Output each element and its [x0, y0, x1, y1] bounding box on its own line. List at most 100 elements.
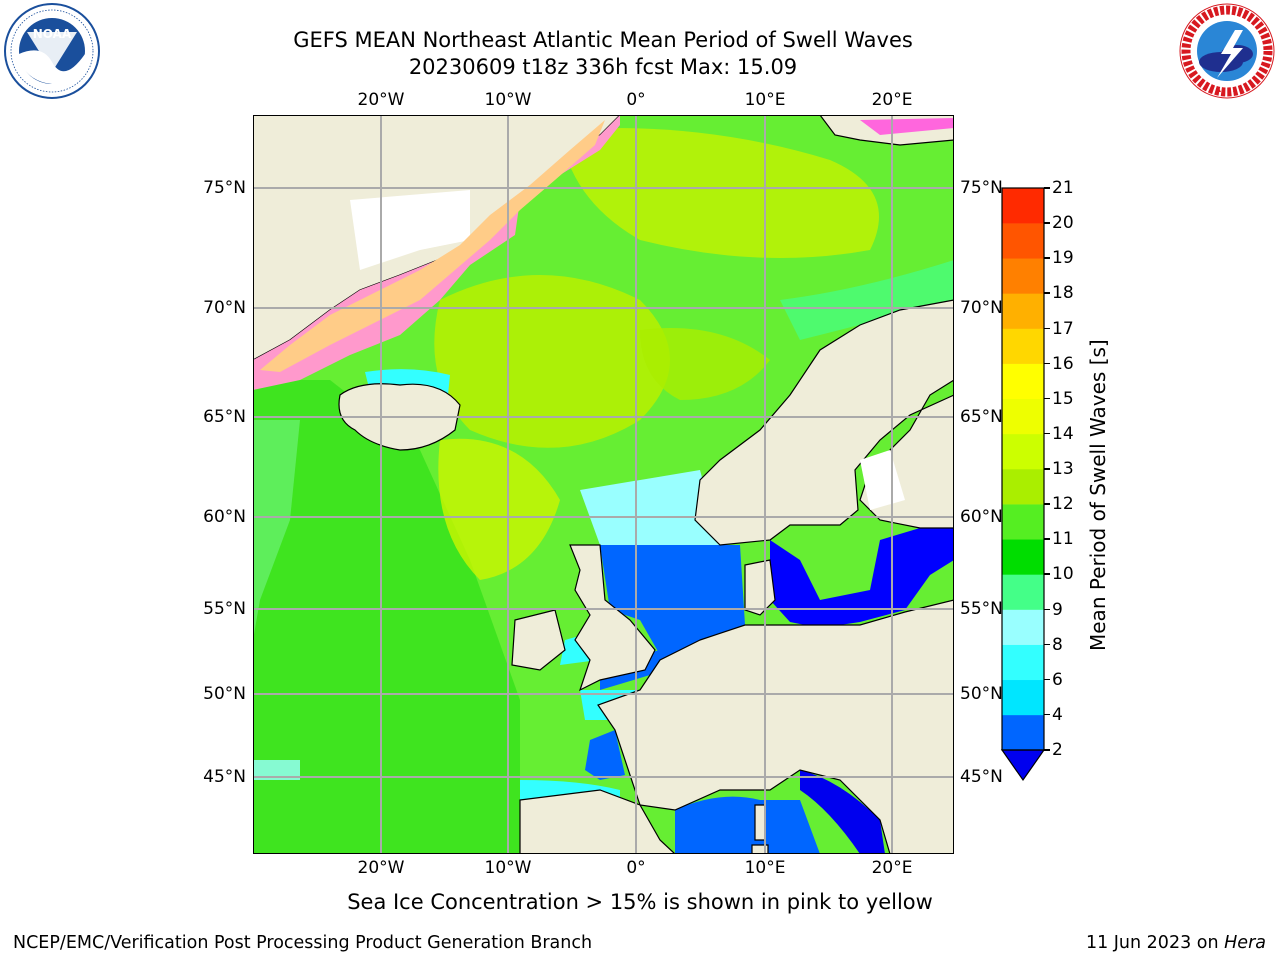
colorbar-tick-mark	[1044, 432, 1050, 435]
colorbar-tick-label: 10	[1052, 564, 1074, 585]
colorbar-tick-label: 17	[1052, 318, 1074, 339]
colorbar-under-triangle	[1000, 749, 1046, 782]
colorbar-tick-label: 11	[1052, 529, 1074, 550]
colorbar-tick-label: 6	[1052, 669, 1063, 690]
colorbar-bin	[1002, 398, 1044, 435]
nws-logo	[1179, 3, 1275, 99]
land-britain	[569, 544, 656, 692]
lat-tick-right-50: 50°N	[960, 684, 1003, 704]
ocean-zone-west	[253, 380, 520, 854]
ocean-zone-yellow-2	[560, 128, 879, 258]
lat-tick-left-75: 75°N	[203, 178, 246, 198]
footer-date: 11 Jun 2023 on Hera	[1086, 932, 1266, 954]
colorbar-tick-mark	[1044, 749, 1050, 751]
lat-tick-right-60: 60°N	[960, 507, 1003, 527]
colorbar-tick-label: 2	[1052, 740, 1063, 760]
colorbar-label: Mean Period of Swell Waves [s]	[1086, 339, 1110, 651]
colorbar-tick-mark	[1044, 538, 1050, 540]
lat-tick-right-70: 70°N	[960, 298, 1003, 318]
lon-tick-bottom-3: 0°	[626, 858, 646, 878]
ocean-zone-yellow-3	[438, 438, 560, 580]
lon-tick-top-1: 20°W	[357, 90, 405, 110]
colorbar-tick-label: 14	[1052, 423, 1074, 444]
colorbar-tick-label: 15	[1052, 388, 1074, 409]
ocean-zone-lightgreen-1	[253, 420, 300, 640]
colorbar-tick-mark	[1044, 187, 1050, 189]
lon-tick-top-3: 0°	[626, 90, 646, 110]
lat-tick-left-60: 60°N	[203, 507, 246, 527]
land-ireland	[511, 609, 566, 671]
colorbar-bin	[1002, 469, 1044, 505]
swell-period-map	[253, 115, 954, 854]
ocean-zone-yellow-1	[434, 275, 670, 448]
colorbar-bin	[1002, 574, 1044, 610]
ocean-zone-baltic	[770, 528, 954, 628]
ocean-zone-cyan-4	[253, 760, 300, 780]
colorbar-tick-label: 18	[1052, 283, 1074, 304]
colorbar-tick-label: 20	[1052, 213, 1074, 234]
colorbar-bin	[1002, 539, 1044, 575]
colorbar-tick-mark	[1044, 257, 1050, 259]
colorbar-tick-mark	[1044, 468, 1050, 470]
lat-tick-right-75: 75°N	[960, 178, 1003, 198]
noaa-logo: NOAA	[4, 3, 100, 99]
colorbar-tick-mark	[1044, 292, 1050, 294]
colorbar-tick-mark	[1044, 222, 1050, 224]
colorbar-bin	[1002, 328, 1044, 364]
colorbar-tick-label: 8	[1052, 634, 1063, 655]
graticule	[253, 115, 954, 854]
colorbar-tick-label: 12	[1052, 494, 1074, 515]
colorbar-bin	[1002, 188, 1044, 224]
colorbar-bin	[1002, 679, 1044, 716]
lat-tick-left-65: 65°N	[203, 407, 246, 427]
colorbar-tick-mark	[1044, 713, 1050, 716]
colorbar	[1000, 187, 1046, 782]
lon-tick-top-4: 10°E	[744, 90, 786, 110]
colorbar-bin	[1002, 714, 1044, 751]
colorbar-tick-label: 13	[1052, 459, 1074, 479]
lon-tick-top-5: 20°E	[871, 90, 913, 110]
ice-nodata-baltic	[860, 450, 905, 510]
colorbar-tick-label: 16	[1052, 353, 1074, 374]
lat-tick-left-50: 50°N	[203, 684, 246, 704]
ocean-zone-yellow-4	[640, 328, 770, 400]
footer-machine: Hera	[1224, 933, 1266, 953]
ocean-zone-lightgreen-2	[780, 260, 954, 340]
lat-tick-left-45: 45°N	[203, 767, 246, 787]
lon-tick-bottom-4: 10°E	[744, 858, 786, 878]
land-continent	[597, 599, 954, 854]
colorbar-tick-mark	[1044, 362, 1050, 365]
lat-tick-right-55: 55°N	[960, 599, 1003, 619]
colorbar-tick-mark	[1044, 643, 1050, 646]
colorbar-tick-label: 4	[1052, 704, 1063, 725]
sea-ice-footnote: Sea Ice Concentration > 15% is shown in …	[347, 890, 933, 914]
colorbar-tick-mark	[1044, 678, 1050, 681]
lon-tick-bottom-2: 10°W	[484, 858, 532, 878]
colorbar-bin	[1002, 609, 1044, 645]
map-title-line2: 20230609 t18z 336h fcst Max: 15.09	[408, 55, 798, 79]
colorbar-tick-mark	[1044, 327, 1050, 329]
colorbar-bin	[1002, 293, 1044, 329]
ocean-zone-mediterranean	[675, 796, 820, 854]
ocean-zone-cyan-2	[580, 470, 720, 545]
colorbar-bin	[1002, 258, 1044, 294]
lon-tick-top-2: 10°W	[484, 90, 532, 110]
colorbar-tick-mark	[1044, 397, 1050, 400]
ocean-zone-adriatic	[800, 770, 885, 854]
colorbar-bin	[1002, 363, 1044, 400]
colorbar-bin	[1002, 223, 1044, 259]
colorbar-bin	[1002, 644, 1044, 681]
lon-tick-bottom-5: 20°E	[871, 858, 913, 878]
lat-tick-right-65: 65°N	[960, 407, 1003, 427]
colorbar-bin	[1002, 433, 1044, 470]
lat-tick-right-45: 45°N	[960, 767, 1003, 787]
colorbar-tick-label: 9	[1052, 599, 1063, 620]
footer-date-text: 11 Jun 2023 on	[1085, 933, 1225, 953]
land-corsica	[754, 804, 766, 841]
svg-text:NOAA: NOAA	[33, 27, 72, 41]
colorbar-tick-label: 21	[1052, 178, 1074, 198]
colorbar-tick-mark	[1044, 503, 1050, 505]
lon-tick-bottom-1: 20°W	[357, 858, 405, 878]
map-title-line1: GEFS MEAN Northeast Atlantic Mean Period…	[293, 28, 913, 52]
colorbar-bin	[1002, 504, 1044, 540]
